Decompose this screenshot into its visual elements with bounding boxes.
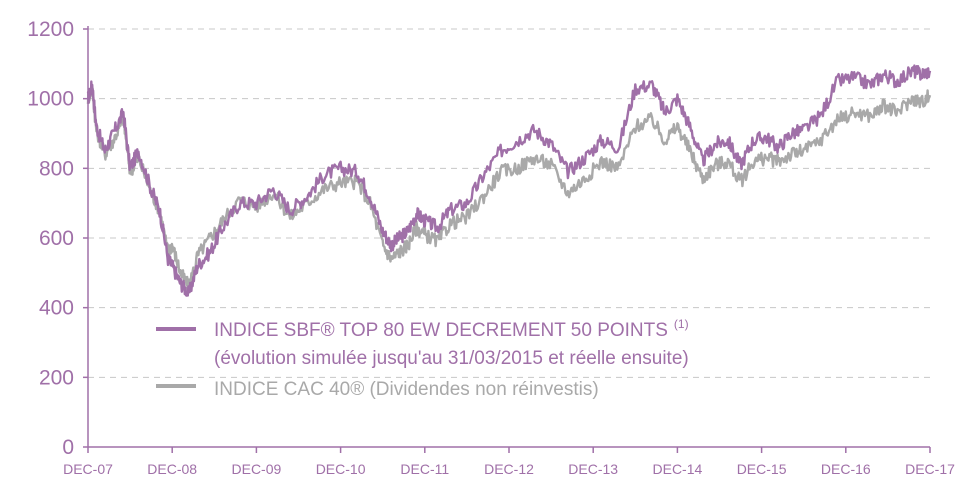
x-tick-label-9: DEC-16 <box>821 461 871 477</box>
legend-label-sbf-sup: (1) <box>674 317 689 331</box>
legend-label-cac: INDICE CAC 40® (Dividendes non réinvesti… <box>214 379 599 400</box>
x-tick-label-0: DEC-07 <box>63 461 113 477</box>
series-line-0 <box>86 64 932 297</box>
x-tick-labels: DEC-07 DEC-08 DEC-09 DEC-10 DEC-11 DEC-12 DEC-… <box>63 461 955 477</box>
y-tick-label-400: 400 <box>39 297 74 320</box>
y-tick-label-800: 800 <box>39 157 74 180</box>
x-tick-label-1: DEC-08 <box>147 461 197 477</box>
series-layer <box>86 64 932 297</box>
x-tick-label-3: DEC-10 <box>316 461 366 477</box>
legend-label-sbf-main: INDICE SBF® TOP 80 EW DECREMENT 50 POINT… <box>214 320 668 341</box>
x-tick-label-2: DEC-09 <box>232 461 282 477</box>
legend: INDICE SBF® TOP 80 EW DECREMENT 50 POINT… <box>156 317 689 400</box>
x-tick-label-10: DEC-17 <box>905 461 955 477</box>
legend-label-cac-paren: (Dividendes non réinvestis) <box>364 379 598 400</box>
legend-label-sbf: INDICE SBF® TOP 80 EW DECREMENT 50 POINT… <box>214 317 689 341</box>
legend-label-sbf-line2: (évolution simulée jusqu'au 31/03/2015 e… <box>214 348 689 369</box>
x-tick-label-4: DEC-11 <box>400 461 449 477</box>
axes <box>83 26 931 453</box>
series-line-1 <box>86 86 932 292</box>
x-tick-label-8: DEC-15 <box>737 461 787 477</box>
y-tick-labels: 0 200 400 600 800 1000 1200 <box>27 18 74 459</box>
x-tick-label-6: DEC-13 <box>568 461 618 477</box>
legend-label-cac-main: INDICE CAC 40® <box>214 379 364 400</box>
y-tick-label-600: 600 <box>39 227 74 250</box>
x-tick-label-5: DEC-12 <box>484 461 534 477</box>
y-tick-label-1000: 1000 <box>27 88 74 111</box>
y-tick-label-0: 0 <box>62 436 74 459</box>
y-tick-label-200: 200 <box>39 366 74 389</box>
x-tick-label-7: DEC-14 <box>653 461 703 477</box>
y-tick-label-1200: 1200 <box>27 18 74 41</box>
